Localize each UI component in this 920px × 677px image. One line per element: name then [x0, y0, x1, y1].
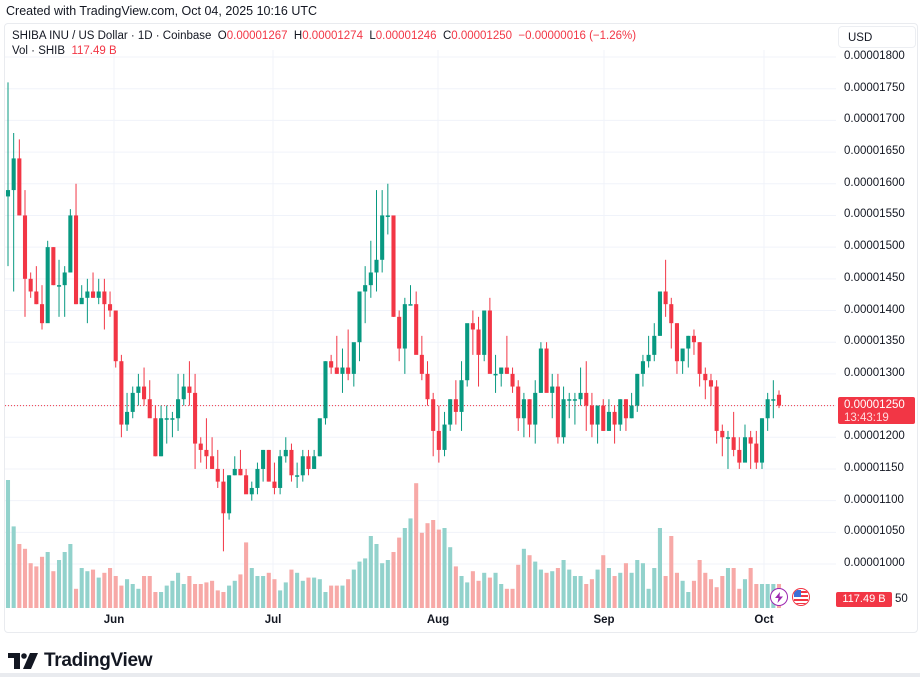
time-axis-label: Aug	[426, 614, 450, 626]
close-label: C	[442, 30, 452, 42]
price-axis-label: 0.00001100	[844, 493, 904, 506]
volume-row: Vol · SHIB 117.49 B	[12, 44, 636, 59]
currency-button[interactable]: USD	[838, 26, 916, 48]
price-axis-label: 0.00001400	[844, 303, 905, 316]
price-axis-label: 0.00001150	[844, 461, 904, 474]
created-with-caption: Created with TradingView.com, Oct 04, 20…	[6, 4, 318, 18]
open-value: 0.00001267	[226, 30, 288, 42]
current-volume-tag: 117.49 B	[836, 592, 892, 607]
low-value: 0.00001246	[375, 30, 437, 42]
price-axis-label: 0.00001200	[844, 430, 905, 443]
us-flag-icon[interactable]	[792, 588, 810, 606]
chart-frame	[4, 23, 918, 633]
price-axis-label: 0.00001050	[844, 525, 905, 538]
time-axis-label: Oct	[754, 614, 774, 626]
price-change: −0.00000016 (−1.26%)	[518, 30, 637, 42]
high-label: H	[293, 30, 303, 42]
tradingview-logo-icon	[8, 653, 38, 669]
price-axis-label: 0.00001450	[844, 271, 905, 284]
symbol-title[interactable]: SHIBA INU / US Dollar · 1D · Coinbase	[12, 30, 212, 42]
price-axis-label: 0.00001350	[844, 335, 905, 348]
price-axis-label: 0.00001750	[844, 81, 905, 94]
price-axis-label: 0.00001600	[844, 176, 905, 189]
tradingview-brand[interactable]: TradingView	[8, 650, 153, 672]
price-axis-label: 0.00001300	[844, 366, 905, 379]
price-axis-label: 0.00001700	[844, 113, 905, 126]
price-axis-label: 0.00001650	[844, 145, 905, 158]
volume-label[interactable]: Vol · SHIB	[12, 45, 66, 57]
brand-name: TradingView	[44, 650, 153, 671]
time-axis-label: Jul	[264, 614, 282, 626]
price-axis-label: 0.00001500	[844, 240, 905, 253]
time-axis-label: Jun	[103, 614, 125, 626]
chart-legend: SHIBA INU / US Dollar · 1D · Coinbase O0…	[12, 29, 636, 59]
volume-value: 117.49 B	[71, 45, 117, 57]
open-label: O	[217, 30, 227, 42]
current-price-value: 0.00001250	[844, 399, 905, 411]
lightning-bolt-icon[interactable]	[770, 588, 788, 606]
price-axis-label: 0.00001800	[844, 50, 905, 62]
axis-label-partial: 50	[895, 593, 908, 605]
price-axis-label: 0.00001000	[844, 557, 905, 569]
time-axis-label: Sep	[593, 614, 615, 626]
high-value: 0.00001274	[302, 30, 363, 42]
ohlc-row: SHIBA INU / US Dollar · 1D · Coinbase O0…	[12, 29, 636, 44]
low-label: L	[369, 30, 376, 42]
price-axis-label: 0.00001550	[844, 208, 905, 221]
close-value: 0.00001250	[451, 30, 513, 42]
current-price-tag: 0.00001250 13:43:19	[838, 397, 915, 424]
footer-divider	[0, 673, 920, 677]
bar-countdown: 13:43:19	[844, 411, 889, 424]
